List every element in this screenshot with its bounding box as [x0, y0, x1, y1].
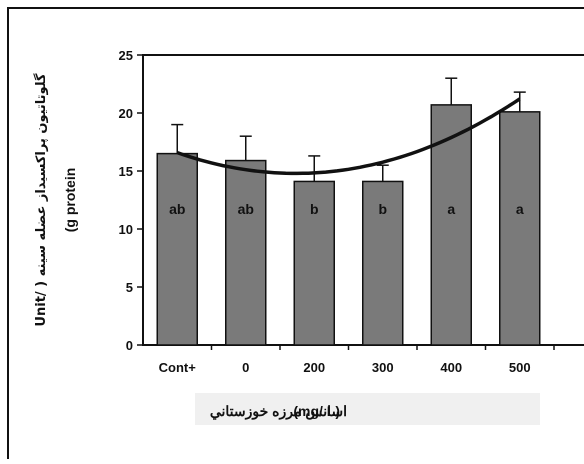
x-axis-ticks: Cont+ 0 200 300 400 500 [159, 345, 555, 375]
y-axis-title-line1: گلوتاتيون پراكسيداز عضله سينه ( /Unit [33, 73, 49, 327]
significance-letter-2: b [310, 201, 319, 217]
y-tick-label-4: 20 [119, 106, 133, 121]
significance-letters-group: ab ab b b a a [169, 201, 524, 217]
x-tick-label-2: 200 [303, 360, 325, 375]
error-bars-group [171, 77, 526, 182]
y-tick-label-1: 5 [126, 280, 133, 295]
y-tick-label-3: 15 [119, 164, 133, 179]
y-tick-label-0: 0 [126, 338, 133, 353]
y-axis-title-line2: (g protein [62, 168, 78, 233]
bar-1 [225, 159, 267, 346]
trendline [176, 97, 521, 176]
bar-4 [430, 104, 472, 346]
x-axis-title-background [195, 393, 540, 425]
significance-letter-3: b [378, 201, 387, 217]
x-tick-label-0: Cont+ [159, 360, 197, 375]
significance-letter-1: ab [238, 201, 254, 217]
x-axis-title-persian: اسانس مرزه خوزستاني [210, 403, 347, 420]
y-tick-label-2: 10 [119, 222, 133, 237]
y-tick-label-5: 25 [119, 48, 133, 63]
x-tick-label-4: 400 [440, 360, 462, 375]
y-axis-ticks: 0 5 10 15 20 25 [119, 48, 143, 353]
x-axis-title-latin: (mg/ L) [293, 403, 340, 419]
x-tick-label-5: 500 [509, 360, 531, 375]
y-axis-title: گلوتاتيون پراكسيداز عضله سينه ( /Unit (g… [33, 73, 78, 327]
significance-letter-5: a [516, 201, 524, 217]
bars-group [156, 104, 541, 346]
significance-letter-0: ab [169, 201, 185, 217]
x-tick-label-1: 0 [242, 360, 249, 375]
significance-letter-4: a [447, 201, 455, 217]
bar-5 [499, 111, 541, 346]
x-tick-label-3: 300 [372, 360, 394, 375]
bar-0 [156, 152, 198, 346]
